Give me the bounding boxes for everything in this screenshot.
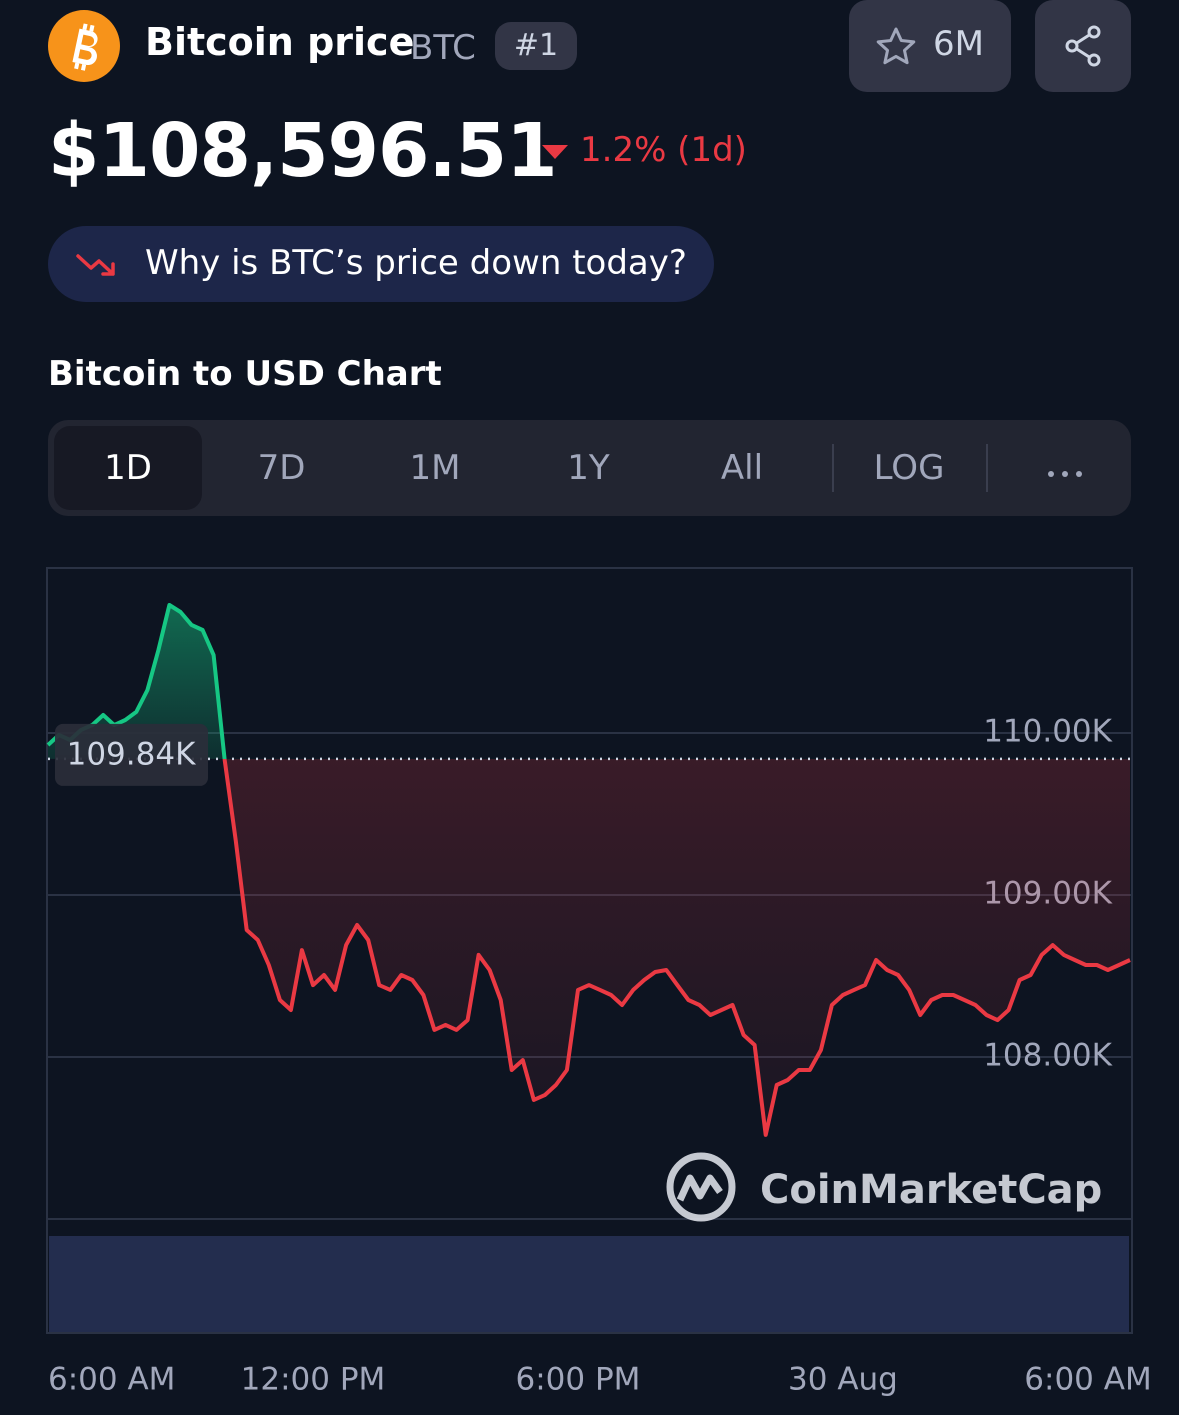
rank-badge: #1 (495, 22, 577, 70)
more-button[interactable] (991, 426, 1139, 510)
x-tick-label: 6:00 PM (515, 1362, 640, 1398)
range-tabs: LOG 1D 7D 1M 1Y All (48, 420, 1131, 516)
watchlist-count: 6M (933, 24, 984, 64)
watchlist-button[interactable]: 6M (849, 0, 1011, 92)
x-tick-label: 6:00 AM (1024, 1362, 1151, 1398)
range-tab[interactable]: 7D (257, 448, 306, 488)
x-tick-label: 12:00 PM (241, 1362, 386, 1398)
insight-text: Why is BTC’s price down today? (145, 243, 687, 283)
divider (832, 444, 834, 492)
price-change: 1.2% (1d) (580, 130, 747, 170)
price: $108,596.51 (48, 108, 558, 194)
coin-name: Bitcoin price (145, 20, 415, 64)
coin-logo (48, 10, 120, 82)
chart-frame (46, 567, 1133, 1334)
range-tab[interactable]: 1Y (567, 448, 610, 488)
watermark: CoinMarketCap (760, 1167, 1102, 1213)
down-triangle (542, 145, 568, 159)
insight-button[interactable]: Why is BTC’s price down today? (48, 226, 714, 302)
baseline-label: 109.84K (67, 736, 196, 772)
x-tick-label: 30 Aug (788, 1362, 898, 1398)
log-toggle[interactable]: LOG (873, 448, 945, 488)
y-tick-label: 108.00K (983, 1038, 1112, 1074)
watermark-logo (666, 1152, 736, 1222)
x-tick-label: 6:00 AM (48, 1362, 175, 1398)
range-tab[interactable]: 1M (409, 448, 461, 488)
share-button[interactable] (1035, 0, 1131, 92)
range-tab[interactable]: 1D (54, 426, 202, 510)
range-tab[interactable]: All (720, 448, 764, 488)
share-icon (1065, 25, 1101, 67)
trend-down-icon (76, 254, 115, 276)
star-icon (876, 27, 916, 65)
price-area (48, 605, 1130, 1135)
chart-title: Bitcoin to USD Chart (48, 354, 442, 394)
coin-symbol: BTC (410, 28, 476, 68)
dots-icon (1048, 471, 1082, 477)
price-line (46, 603, 1131, 1137)
divider (986, 444, 988, 492)
y-tick-label: 110.00K (983, 714, 1112, 750)
volume-area (49, 1236, 1129, 1332)
baseline-badge (55, 723, 208, 786)
